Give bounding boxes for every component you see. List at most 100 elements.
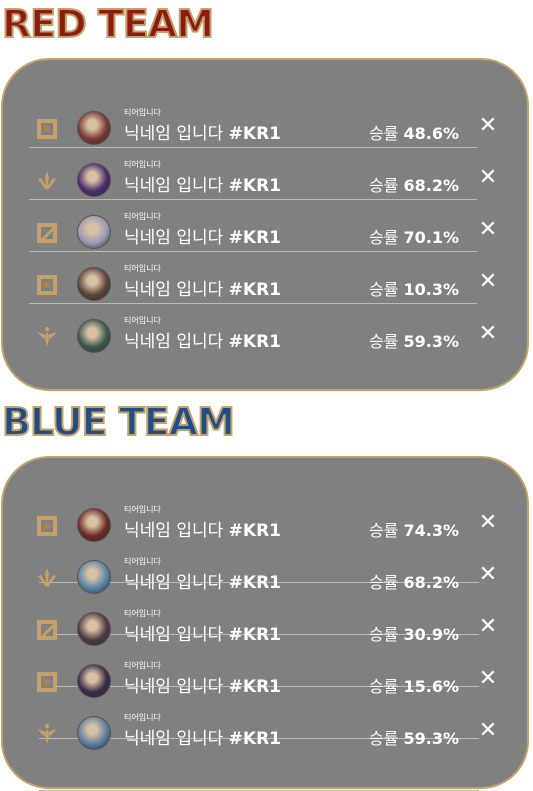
tier-label: 티어입니다 [124, 263, 161, 274]
blue-team-title: BLUE TEAM [2, 400, 234, 444]
winrate-label: 승률 [369, 280, 398, 299]
nickname: 닉네임 입니다 [124, 573, 223, 593]
winrate-value: 48.6% [403, 124, 459, 143]
tier-label: 티어입니다 [124, 712, 161, 723]
winrate-value: 70.1% [403, 228, 459, 247]
winrate-value: 30.9% [403, 625, 459, 644]
square-emblem-icon [35, 514, 59, 538]
player-row: 티어입니다 닉네임 입니다 #KR1 승률 15.6% ✕ [3, 656, 527, 708]
winrate-value: 68.2% [403, 176, 459, 195]
square-emblem-icon [35, 273, 59, 297]
summoner-name: 닉네임 입니다 #KR1 [124, 724, 281, 749]
player-row: 티어입니다 닉네임 입니다 #KR1 승률 59.3% ✕ [3, 708, 527, 760]
winrate: 승률 10.3% [369, 276, 459, 300]
winrate: 승률 68.2% [369, 172, 459, 196]
winrate-label: 승률 [369, 729, 398, 748]
close-icon[interactable]: ✕ [477, 564, 499, 586]
riot-tag: #KR1 [229, 573, 281, 593]
tier-label: 티어입니다 [124, 315, 161, 326]
blue-team-panel: 티어입니다 닉네임 입니다 #KR1 승률 74.3% ✕ 티어입니다 닉네임 입니다 #… [1, 456, 529, 789]
winrate-label: 승률 [369, 332, 398, 351]
winrate: 승률 48.6% [369, 120, 459, 144]
riot-tag: #KR1 [229, 729, 281, 749]
close-icon[interactable]: ✕ [477, 271, 499, 293]
champion-avatar [77, 612, 111, 646]
red-team-title: RED TEAM [2, 2, 213, 46]
riot-tag: #KR1 [229, 332, 281, 352]
claw-emblem-icon [35, 169, 59, 193]
red-team-panel: 티어입니다 닉네임 입니다 #KR1 승률 48.6% ✕ 티어입니다 닉네임 입니다 #… [1, 58, 529, 391]
winrate-value: 59.3% [403, 729, 459, 748]
nickname: 닉네임 입니다 [124, 176, 223, 196]
winrate: 승률 74.3% [369, 517, 459, 541]
winrate-value: 10.3% [403, 280, 459, 299]
winrate-label: 승률 [369, 573, 398, 592]
winrate-label: 승률 [369, 625, 398, 644]
nickname: 닉네임 입니다 [124, 521, 223, 541]
riot-tag: #KR1 [229, 677, 281, 697]
nickname: 닉네임 입니다 [124, 332, 223, 352]
close-icon[interactable]: ✕ [477, 668, 499, 690]
nickname: 닉네임 입니다 [124, 677, 223, 697]
slash-square-emblem-icon [35, 221, 59, 245]
close-icon[interactable]: ✕ [477, 323, 499, 345]
tier-label: 티어입니다 [124, 159, 161, 170]
winrate: 승률 70.1% [369, 224, 459, 248]
champion-avatar [77, 716, 111, 750]
winrate-label: 승률 [369, 521, 398, 540]
tier-label: 티어입니다 [124, 504, 161, 515]
riot-tag: #KR1 [229, 176, 281, 196]
winrate-value: 68.2% [403, 573, 459, 592]
champion-avatar [77, 215, 111, 249]
riot-tag: #KR1 [229, 124, 281, 144]
summoner-name: 닉네임 입니다 #KR1 [124, 516, 281, 541]
champion-avatar [77, 267, 111, 301]
champion-avatar [77, 111, 111, 145]
nickname: 닉네임 입니다 [124, 124, 223, 144]
tier-label: 티어입니다 [124, 608, 161, 619]
close-icon[interactable]: ✕ [477, 512, 499, 534]
champion-avatar [77, 163, 111, 197]
close-icon[interactable]: ✕ [477, 720, 499, 742]
row-divider [29, 303, 477, 304]
tier-label: 티어입니다 [124, 556, 161, 567]
player-row: 티어입니다 닉네임 입니다 #KR1 승률 59.3% ✕ [3, 311, 527, 363]
tier-label: 티어입니다 [124, 107, 161, 118]
summoner-name: 닉네임 입니다 #KR1 [124, 327, 281, 352]
summoner-name: 닉네임 입니다 #KR1 [124, 223, 281, 248]
close-icon[interactable]: ✕ [477, 167, 499, 189]
close-icon[interactable]: ✕ [477, 616, 499, 638]
riot-tag: #KR1 [229, 280, 281, 300]
winrate: 승률 68.2% [369, 569, 459, 593]
winrate-value: 59.3% [403, 332, 459, 351]
nickname: 닉네임 입니다 [124, 280, 223, 300]
winrate-label: 승률 [369, 124, 398, 143]
row-divider [29, 147, 477, 148]
summoner-name: 닉네임 입니다 #KR1 [124, 275, 281, 300]
tier-label: 티어입니다 [124, 211, 161, 222]
player-row: 티어입니다 닉네임 입니다 #KR1 승률 30.9% ✕ [3, 604, 527, 656]
close-icon[interactable]: ✕ [477, 219, 499, 241]
riot-tag: #KR1 [229, 521, 281, 541]
champion-avatar [77, 508, 111, 542]
winrate-value: 15.6% [403, 677, 459, 696]
champion-avatar [77, 664, 111, 698]
riot-tag: #KR1 [229, 228, 281, 248]
player-row: 티어입니다 닉네임 입니다 #KR1 승률 68.2% ✕ [3, 552, 527, 604]
close-icon[interactable]: ✕ [477, 115, 499, 137]
winrate-label: 승률 [369, 677, 398, 696]
tier-label: 티어입니다 [124, 660, 161, 671]
summoner-name: 닉네임 입니다 #KR1 [124, 568, 281, 593]
nickname: 닉네임 입니다 [124, 625, 223, 645]
riot-tag: #KR1 [229, 625, 281, 645]
summoner-name: 닉네임 입니다 #KR1 [124, 672, 281, 697]
summoner-name: 닉네임 입니다 #KR1 [124, 119, 281, 144]
nickname: 닉네임 입니다 [124, 729, 223, 749]
player-row: 티어입니다 닉네임 입니다 #KR1 승률 74.3% ✕ [3, 500, 527, 552]
champion-avatar [77, 319, 111, 353]
square-emblem-icon [35, 117, 59, 141]
winrate: 승률 59.3% [369, 725, 459, 749]
champion-avatar [77, 560, 111, 594]
summoner-name: 닉네임 입니다 #KR1 [124, 620, 281, 645]
square-emblem-icon [35, 670, 59, 694]
